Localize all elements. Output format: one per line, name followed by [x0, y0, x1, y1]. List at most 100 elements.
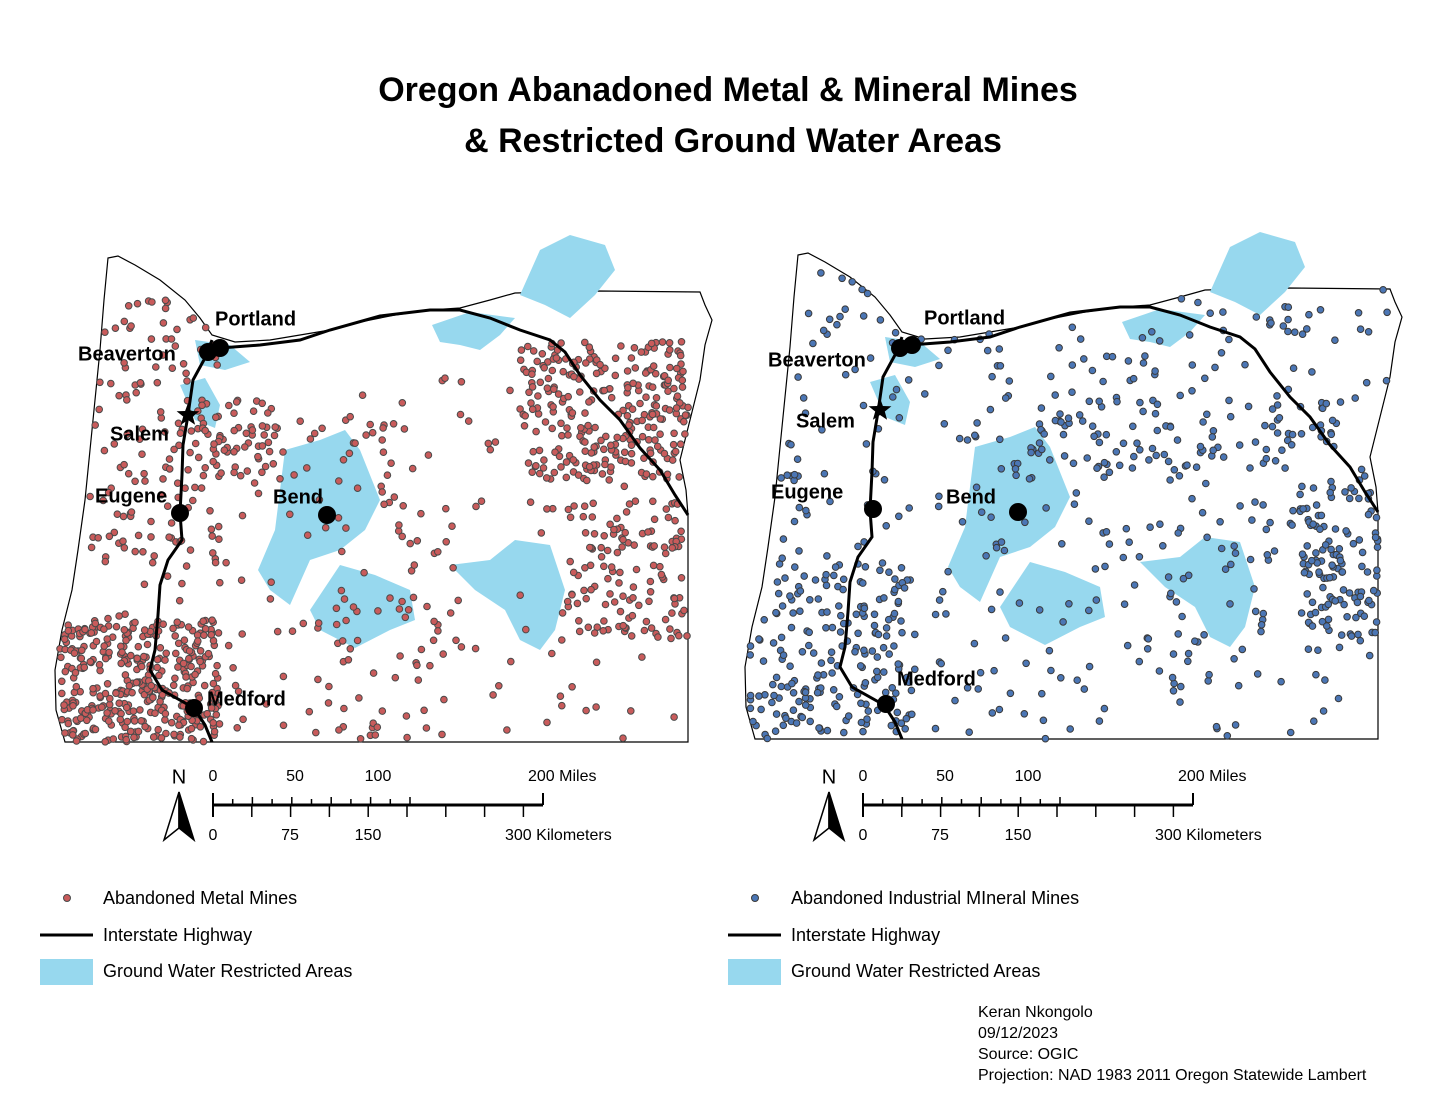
mine-point	[230, 448, 238, 456]
mine-point	[895, 414, 904, 422]
mine-point	[1268, 422, 1277, 431]
mine-point	[249, 407, 258, 416]
mine-point	[1238, 645, 1247, 654]
mine-point	[619, 535, 627, 544]
mine-point	[83, 716, 91, 725]
mine-point	[231, 681, 240, 690]
mine-point	[217, 469, 225, 477]
mine-point	[174, 419, 183, 428]
mine-point	[72, 682, 81, 691]
mine-point	[1230, 655, 1238, 663]
mine-point	[1056, 410, 1064, 418]
mine-point	[562, 458, 571, 466]
mine-point	[1184, 571, 1193, 580]
north-arrow	[162, 791, 180, 843]
mine-point	[1119, 439, 1128, 448]
mine-point	[625, 421, 633, 429]
mine-point	[823, 552, 831, 560]
mine-point	[670, 429, 678, 438]
mine-point	[96, 378, 104, 387]
mine-point	[214, 629, 223, 637]
mine-point	[619, 734, 627, 743]
mine-point	[516, 591, 525, 600]
mine-point	[619, 592, 627, 601]
mine-point	[1164, 457, 1173, 466]
mine-point	[988, 372, 996, 381]
mine-point	[665, 406, 674, 414]
mine-point	[625, 500, 634, 508]
mine-point	[210, 727, 219, 736]
mine-point	[777, 633, 786, 642]
scale-label: 300 Kilometers	[1155, 827, 1262, 844]
mine-point	[1173, 436, 1182, 444]
city-dot	[185, 699, 203, 717]
mine-point	[804, 309, 813, 318]
city-label: Eugene	[95, 485, 167, 507]
mine-point	[117, 659, 125, 668]
mine-point	[339, 456, 348, 464]
mine-point	[1153, 426, 1162, 435]
mine-point	[921, 390, 929, 398]
mine-point	[1331, 597, 1339, 605]
mine-point	[1129, 374, 1138, 383]
mine-point	[884, 615, 893, 624]
mine-point	[1270, 547, 1279, 555]
mine-point	[189, 314, 198, 322]
mine-point	[1312, 501, 1321, 509]
city-dot	[864, 500, 882, 518]
mine-point	[112, 622, 121, 631]
mine-point	[101, 557, 110, 566]
mine-point	[1360, 612, 1369, 621]
mine-point	[802, 506, 810, 515]
water-restricted-area	[520, 235, 615, 318]
mine-point	[209, 719, 217, 727]
mine-point	[528, 468, 537, 477]
mine-point	[503, 726, 511, 734]
mine-point	[680, 417, 688, 426]
mine-point	[1148, 444, 1157, 453]
capital-star	[176, 403, 200, 425]
mine-point	[1005, 377, 1014, 385]
mine-point	[931, 610, 940, 619]
mine-point	[1252, 313, 1261, 321]
mine-point	[208, 532, 216, 540]
mine-point	[1169, 687, 1178, 695]
mine-point	[273, 627, 282, 636]
mine-point	[857, 699, 865, 708]
mine-point	[1271, 457, 1280, 465]
mine-point	[171, 632, 179, 640]
credit: Keran Nkongolo	[978, 1004, 1093, 1021]
mine-point	[1080, 685, 1089, 693]
mine-point	[958, 518, 967, 526]
mine-point	[346, 412, 355, 421]
mine-point	[558, 701, 566, 710]
mine-point	[1051, 391, 1059, 399]
mine-point	[558, 636, 566, 644]
mine-point	[1095, 717, 1104, 725]
mine-point	[590, 443, 599, 451]
mine-point	[680, 606, 688, 615]
mine-point	[1263, 551, 1272, 559]
mine-point	[856, 662, 865, 670]
mine-point	[549, 403, 557, 411]
mine-point	[628, 405, 637, 414]
mine-point	[600, 445, 608, 454]
mine-point	[1244, 402, 1253, 411]
mine-point	[955, 434, 964, 443]
mine-point	[233, 724, 241, 732]
mine-point	[1327, 477, 1335, 486]
mine-point	[147, 681, 156, 690]
mine-point	[1073, 676, 1081, 685]
mine-point	[534, 410, 543, 418]
mine-point	[607, 441, 615, 450]
mine-point	[638, 416, 647, 425]
mine-point	[581, 409, 589, 417]
mine-point	[825, 315, 834, 324]
mine-point	[587, 585, 595, 594]
mine-point	[112, 689, 120, 698]
mine-point	[267, 578, 276, 587]
mine-point	[1115, 461, 1124, 470]
mine-point	[1069, 459, 1078, 468]
mine-point	[1219, 308, 1227, 316]
interstate-highway	[909, 305, 1380, 513]
